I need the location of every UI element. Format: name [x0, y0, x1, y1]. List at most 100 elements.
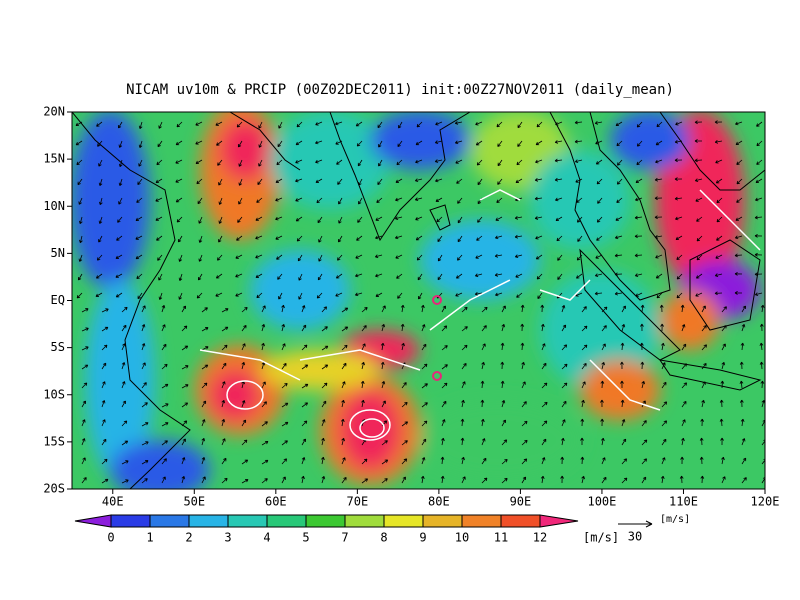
wind-arrow: [474, 273, 483, 278]
wind-arrow: [395, 235, 403, 240]
wind-arrow: [81, 400, 86, 408]
reference-unit: [m/s]: [660, 514, 690, 525]
wind-arrow: [680, 304, 685, 313]
wind-arrow: [756, 121, 763, 127]
wind-arrow: [741, 438, 746, 446]
wind-arrow: [701, 344, 707, 351]
wind-arrow: [481, 306, 488, 313]
wind-arrow: [561, 363, 568, 370]
wind-arrow: [381, 381, 386, 389]
wind-arrow: [696, 235, 703, 242]
wind-arrow: [315, 140, 323, 145]
wind-arrow: [481, 438, 486, 446]
lon-label: 70E: [347, 495, 369, 509]
wind-arrow: [461, 399, 465, 408]
wind-arrow: [640, 361, 645, 370]
wind-arrow: [621, 305, 626, 313]
wind-arrow: [759, 323, 764, 332]
wind-arrow: [480, 380, 485, 389]
wind-arrow: [381, 459, 389, 465]
wind-arrow: [275, 197, 283, 202]
wind-arrow: [76, 292, 83, 299]
wind-arrow: [235, 273, 243, 278]
wind-arrow: [301, 438, 306, 446]
wind-arrow: [594, 273, 603, 277]
wind-arrow: [81, 346, 89, 351]
wind-arrow: [295, 140, 303, 146]
wind-arrow: [734, 291, 743, 295]
wind-arrow: [381, 478, 388, 484]
lon-label: 40E: [102, 495, 124, 509]
wind-arrow: [515, 178, 523, 183]
wind-arrow: [381, 323, 386, 332]
wind-arrow: [81, 457, 86, 465]
wind-arrow: [614, 235, 623, 240]
wind-arrow: [396, 159, 403, 166]
wind-arrow: [256, 197, 263, 203]
wind-arrow: [395, 197, 403, 202]
wind-arrow: [681, 324, 686, 332]
wind-arrow: [381, 440, 388, 446]
wind-arrow: [136, 197, 143, 203]
wind-arrow: [521, 476, 527, 484]
wind-arrow: [276, 254, 283, 260]
wind-arrow: [656, 121, 663, 128]
wind-arrow: [721, 361, 726, 370]
colorbar-label: 10: [455, 531, 469, 545]
wind-arrow: [676, 254, 683, 261]
wind-arrow: [520, 323, 525, 332]
wind-arrow: [98, 216, 103, 224]
wind-arrow: [661, 438, 667, 446]
wind-arrow: [720, 437, 724, 446]
wind-arrow: [221, 326, 229, 332]
wind-arrow: [634, 234, 643, 239]
wind-arrow: [316, 197, 323, 204]
lon-label: 120E: [751, 495, 780, 509]
wind-arrow: [540, 475, 545, 484]
wind-arrow: [201, 346, 209, 351]
wind-arrow: [298, 292, 303, 300]
wind-arrow: [141, 382, 147, 389]
wind-arrow: [517, 121, 523, 129]
wind-arrow: [596, 216, 603, 223]
wind-arrow: [137, 178, 143, 185]
wind-arrow: [660, 323, 664, 332]
wind-arrow: [495, 292, 503, 297]
wind-arrow: [176, 121, 183, 128]
wind-arrow: [175, 159, 183, 164]
wind-arrow: [97, 140, 103, 147]
wind-arrow: [141, 422, 149, 427]
wind-arrow: [436, 216, 443, 223]
wind-arrow: [454, 140, 463, 145]
wind-arrow: [157, 140, 163, 148]
wind-arrow: [241, 459, 249, 465]
wind-arrow: [555, 216, 563, 221]
wind-arrow: [456, 273, 463, 279]
wind-arrow: [437, 235, 443, 243]
wind-arrow: [581, 381, 586, 389]
wind-arrow: [659, 304, 664, 313]
wind-arrow: [739, 361, 744, 370]
wind-arrow: [396, 273, 403, 279]
lat-label: 20N: [43, 105, 65, 119]
wind-arrow: [281, 343, 286, 351]
wind-arrow: [620, 361, 624, 370]
wind-arrow: [735, 216, 743, 221]
wind-arrow: [338, 197, 343, 205]
wind-arrow: [237, 216, 243, 223]
wind-arrow: [640, 323, 644, 332]
wind-arrow: [241, 343, 246, 351]
wind-arrow: [181, 325, 188, 332]
wind-arrow: [261, 440, 269, 446]
wind-arrow: [500, 342, 505, 351]
wind-arrow: [456, 254, 463, 261]
wind-arrow: [715, 178, 723, 184]
wind-arrow: [481, 325, 487, 332]
wind-arrow: [76, 159, 83, 166]
wind-arrow: [158, 121, 163, 129]
wind-arrow: [336, 159, 343, 165]
reference-vector: 30 [m/s]: [618, 514, 690, 544]
wind-arrow: [121, 420, 128, 427]
wind-arrow: [421, 402, 428, 408]
wind-arrow: [434, 159, 443, 163]
